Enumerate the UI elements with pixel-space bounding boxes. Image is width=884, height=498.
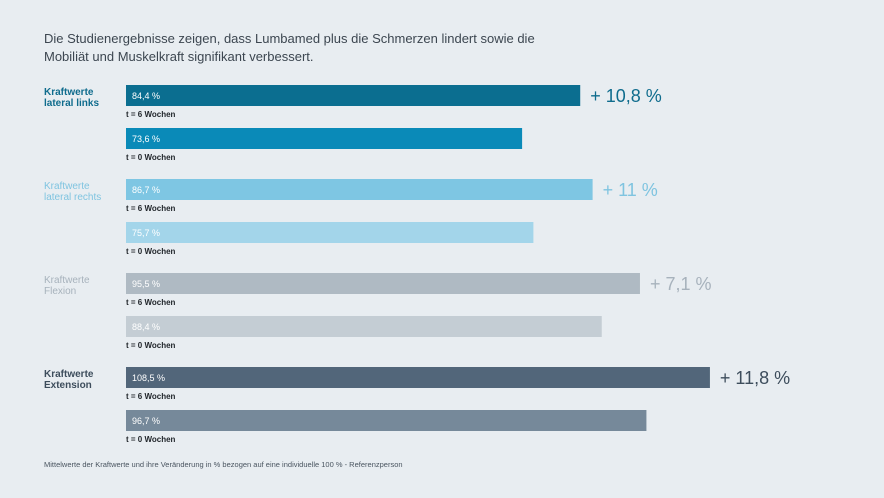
change-label: + 7,1 % (650, 274, 712, 294)
headline-line-2: Mobiliät und Muskelkraft signifikant ver… (44, 49, 314, 64)
footnote: Mittelwerte der Kraftwerte und ihre Verä… (44, 460, 403, 469)
group-label: lateral rechts (44, 192, 101, 203)
bar (126, 410, 647, 431)
group-label: Kraftwerte (44, 181, 90, 192)
bar (126, 367, 710, 388)
time-label: t = 6 Wochen (126, 110, 176, 119)
time-label: t = 0 Wochen (126, 435, 176, 444)
group-label: Kraftwerte (44, 87, 94, 98)
bar-value-label: 88,4 % (132, 322, 160, 332)
bar (126, 222, 534, 243)
bar-value-label: 75,7 % (132, 228, 160, 238)
change-label: + 10,8 % (590, 86, 662, 106)
time-label: t = 6 Wochen (126, 298, 176, 307)
bar-value-label: 73,6 % (132, 134, 160, 144)
bar-value-label: 95,5 % (132, 279, 160, 289)
bar-value-label: 84,4 % (132, 91, 160, 101)
bar-value-label: 108,5 % (132, 373, 165, 383)
headline: Die Studienergebnisse zeigen, dass Lumba… (44, 30, 564, 66)
change-label: + 11,8 % (720, 368, 790, 388)
bar-value-label: 96,7 % (132, 416, 160, 426)
bar (126, 128, 523, 149)
time-label: t = 0 Wochen (126, 153, 176, 162)
time-label: t = 0 Wochen (126, 247, 176, 256)
time-label: t = 6 Wochen (126, 204, 176, 213)
bar (126, 316, 602, 337)
bar (126, 85, 581, 106)
group-label: Flexion (44, 286, 76, 297)
change-label: + 11 % (603, 180, 658, 200)
bar-value-label: 86,7 % (132, 185, 160, 195)
group-label: Kraftwerte (44, 369, 94, 380)
headline-line-1: Die Studienergebnisse zeigen, dass Lumba… (44, 31, 535, 46)
bar (126, 273, 640, 294)
time-label: t = 0 Wochen (126, 341, 176, 350)
bar (126, 179, 593, 200)
time-label: t = 6 Wochen (126, 392, 176, 401)
group-label: Extension (44, 380, 92, 391)
group-label: lateral links (44, 98, 99, 109)
group-label: Kraftwerte (44, 275, 90, 286)
